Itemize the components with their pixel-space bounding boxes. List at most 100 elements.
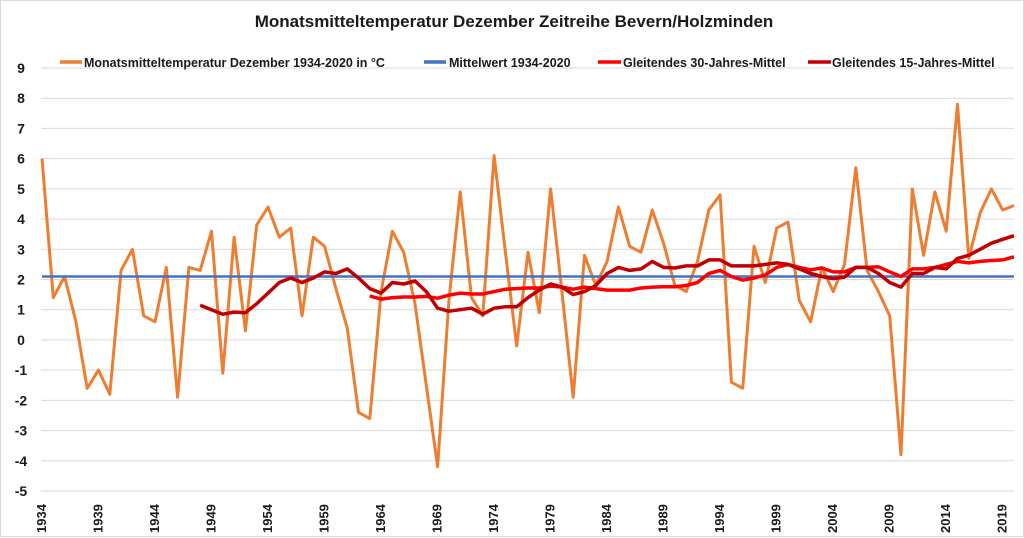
series-30yr-moving-average-point: [662, 286, 664, 288]
series-15yr-moving-average-point: [244, 312, 246, 314]
series-15yr-moving-average-point: [855, 266, 857, 268]
legend-item-30yr: Gleitendes 30-Jahres-Mittel: [598, 56, 786, 70]
legend-item-mean: Mittelwert 1934-2020: [424, 56, 571, 70]
series-30yr-moving-average-point: [730, 275, 732, 277]
series-monthly-temperature-point: [583, 254, 585, 256]
series-monthly-temperature-point: [753, 245, 755, 247]
series-monthly-temperature-point: [436, 466, 438, 468]
y-tick-label: 6: [17, 151, 25, 167]
series-15yr-moving-average-point: [662, 266, 664, 268]
series-30yr-moving-average-point: [380, 298, 382, 300]
legend-item-monthly: Monatsmitteltemperatur Dezember 1934-202…: [60, 56, 385, 70]
series-monthly-temperature: [40, 102, 1015, 469]
x-tick-label: 1949: [204, 504, 219, 533]
series-15yr-moving-average-point: [956, 257, 958, 259]
series-15yr-moving-average-point: [233, 311, 235, 313]
series-30yr-moving-average-point: [651, 286, 653, 288]
series-monthly-temperature-point: [391, 230, 393, 232]
series-15yr-moving-average-point: [843, 276, 845, 278]
y-tick-label: 5: [17, 181, 25, 197]
series-monthly-temperature-point: [369, 417, 371, 419]
series-monthly-temperature-point: [459, 191, 461, 193]
series-monthly-temperature-point: [651, 209, 653, 211]
series-monthly-temperature-point: [572, 396, 574, 398]
series-15yr-moving-average-point: [922, 272, 924, 274]
series-layer: [40, 102, 1015, 469]
series-30yr-moving-average-point: [979, 260, 981, 262]
series-30yr-moving-average-point: [572, 288, 574, 290]
series-15yr-moving-average-point: [312, 277, 314, 279]
series-30yr-moving-average-point: [617, 289, 619, 291]
series-30yr-moving-average-point: [753, 277, 755, 279]
series-15yr-moving-average-point: [482, 313, 484, 315]
series-30yr-moving-average-point: [436, 297, 438, 299]
series-monthly-temperature-point: [549, 188, 551, 190]
series-15yr-moving-average-point: [493, 307, 495, 309]
series-15yr-moving-average-point: [821, 275, 823, 277]
series-monthly-temperature-point: [41, 157, 43, 159]
x-tick-label: 2009: [882, 504, 897, 533]
series-15yr-moving-average-point: [448, 310, 450, 312]
series-15yr-moving-average-point: [753, 265, 755, 267]
x-tick-label: 1939: [91, 504, 106, 533]
series-30yr-moving-average-point: [629, 289, 631, 291]
x-tick-label: 2004: [825, 503, 840, 533]
series-15yr-moving-average-point: [436, 307, 438, 309]
series-15yr-moving-average-point: [787, 263, 789, 265]
series-monthly-temperature-point: [855, 167, 857, 169]
series-monthly-temperature-point: [470, 296, 472, 298]
y-tick-label: 0: [17, 332, 25, 348]
series-15yr-moving-average-point: [414, 280, 416, 282]
series-monthly-temperature-point: [1013, 204, 1015, 206]
series-monthly-temperature-point: [843, 263, 845, 265]
series-15yr-moving-average-point: [877, 272, 879, 274]
legend: Monatsmitteltemperatur Dezember 1934-202…: [60, 56, 995, 70]
series-monthly-temperature-point: [640, 251, 642, 253]
series-15yr-moving-average-point: [199, 304, 201, 306]
series-monthly-temperature-point: [256, 224, 258, 226]
series-monthly-temperature-point: [301, 315, 303, 317]
series-monthly-temperature-point: [176, 396, 178, 398]
series-monthly-temperature-point: [75, 321, 77, 323]
series-monthly-temperature-point: [889, 315, 891, 317]
series-monthly-temperature-point: [956, 103, 958, 105]
series-monthly-temperature-point: [244, 330, 246, 332]
series-monthly-temperature-point: [131, 248, 133, 250]
series-30yr-moving-average-point: [459, 292, 461, 294]
series-30yr-moving-average-point: [391, 296, 393, 298]
series-30yr-moving-average-point: [843, 271, 845, 273]
series-monthly-temperature-point: [719, 194, 721, 196]
series-monthly-temperature-point: [448, 299, 450, 301]
series-15yr-moving-average-point: [742, 265, 744, 267]
series-30yr-moving-average-point: [877, 266, 879, 268]
series-15yr-moving-average-point: [651, 260, 653, 262]
series-30yr-moving-average-point: [640, 287, 642, 289]
series-30yr-moving-average-point: [1013, 256, 1015, 258]
series-monthly-temperature-point: [606, 260, 608, 262]
series-30yr-moving-average-point: [583, 286, 585, 288]
series-monthly-temperature-point: [945, 230, 947, 232]
series-15yr-moving-average-point: [391, 281, 393, 283]
series-30yr-moving-average-point: [1002, 259, 1004, 261]
series-30yr-moving-average-point: [504, 288, 506, 290]
series-30yr-moving-average-point: [776, 266, 778, 268]
x-tick-label: 1944: [147, 503, 162, 533]
series-30yr-moving-average-point: [708, 272, 710, 274]
series-monthly-temperature-point: [357, 411, 359, 413]
series-15yr-moving-average-point: [403, 283, 405, 285]
series-monthly-temperature-point: [267, 206, 269, 208]
series-15yr-moving-average-point: [866, 266, 868, 268]
series-monthly-temperature-point: [335, 287, 337, 289]
series-15yr-moving-average-point: [708, 259, 710, 261]
series-30yr-moving-average-point: [470, 293, 472, 295]
series-30yr-moving-average-point: [821, 267, 823, 269]
series-15yr-moving-average-point: [278, 281, 280, 283]
series-15yr-moving-average-point: [730, 265, 732, 267]
series-30yr-moving-average-point: [606, 289, 608, 291]
series-monthly-temperature-point: [787, 221, 789, 223]
series-monthly-temperature-point: [86, 387, 88, 389]
series-15yr-moving-average-point: [572, 293, 574, 295]
series-15yr-moving-average-point: [979, 248, 981, 250]
x-tick-label: 2014: [938, 503, 953, 533]
series-monthly-temperature-point: [323, 245, 325, 247]
